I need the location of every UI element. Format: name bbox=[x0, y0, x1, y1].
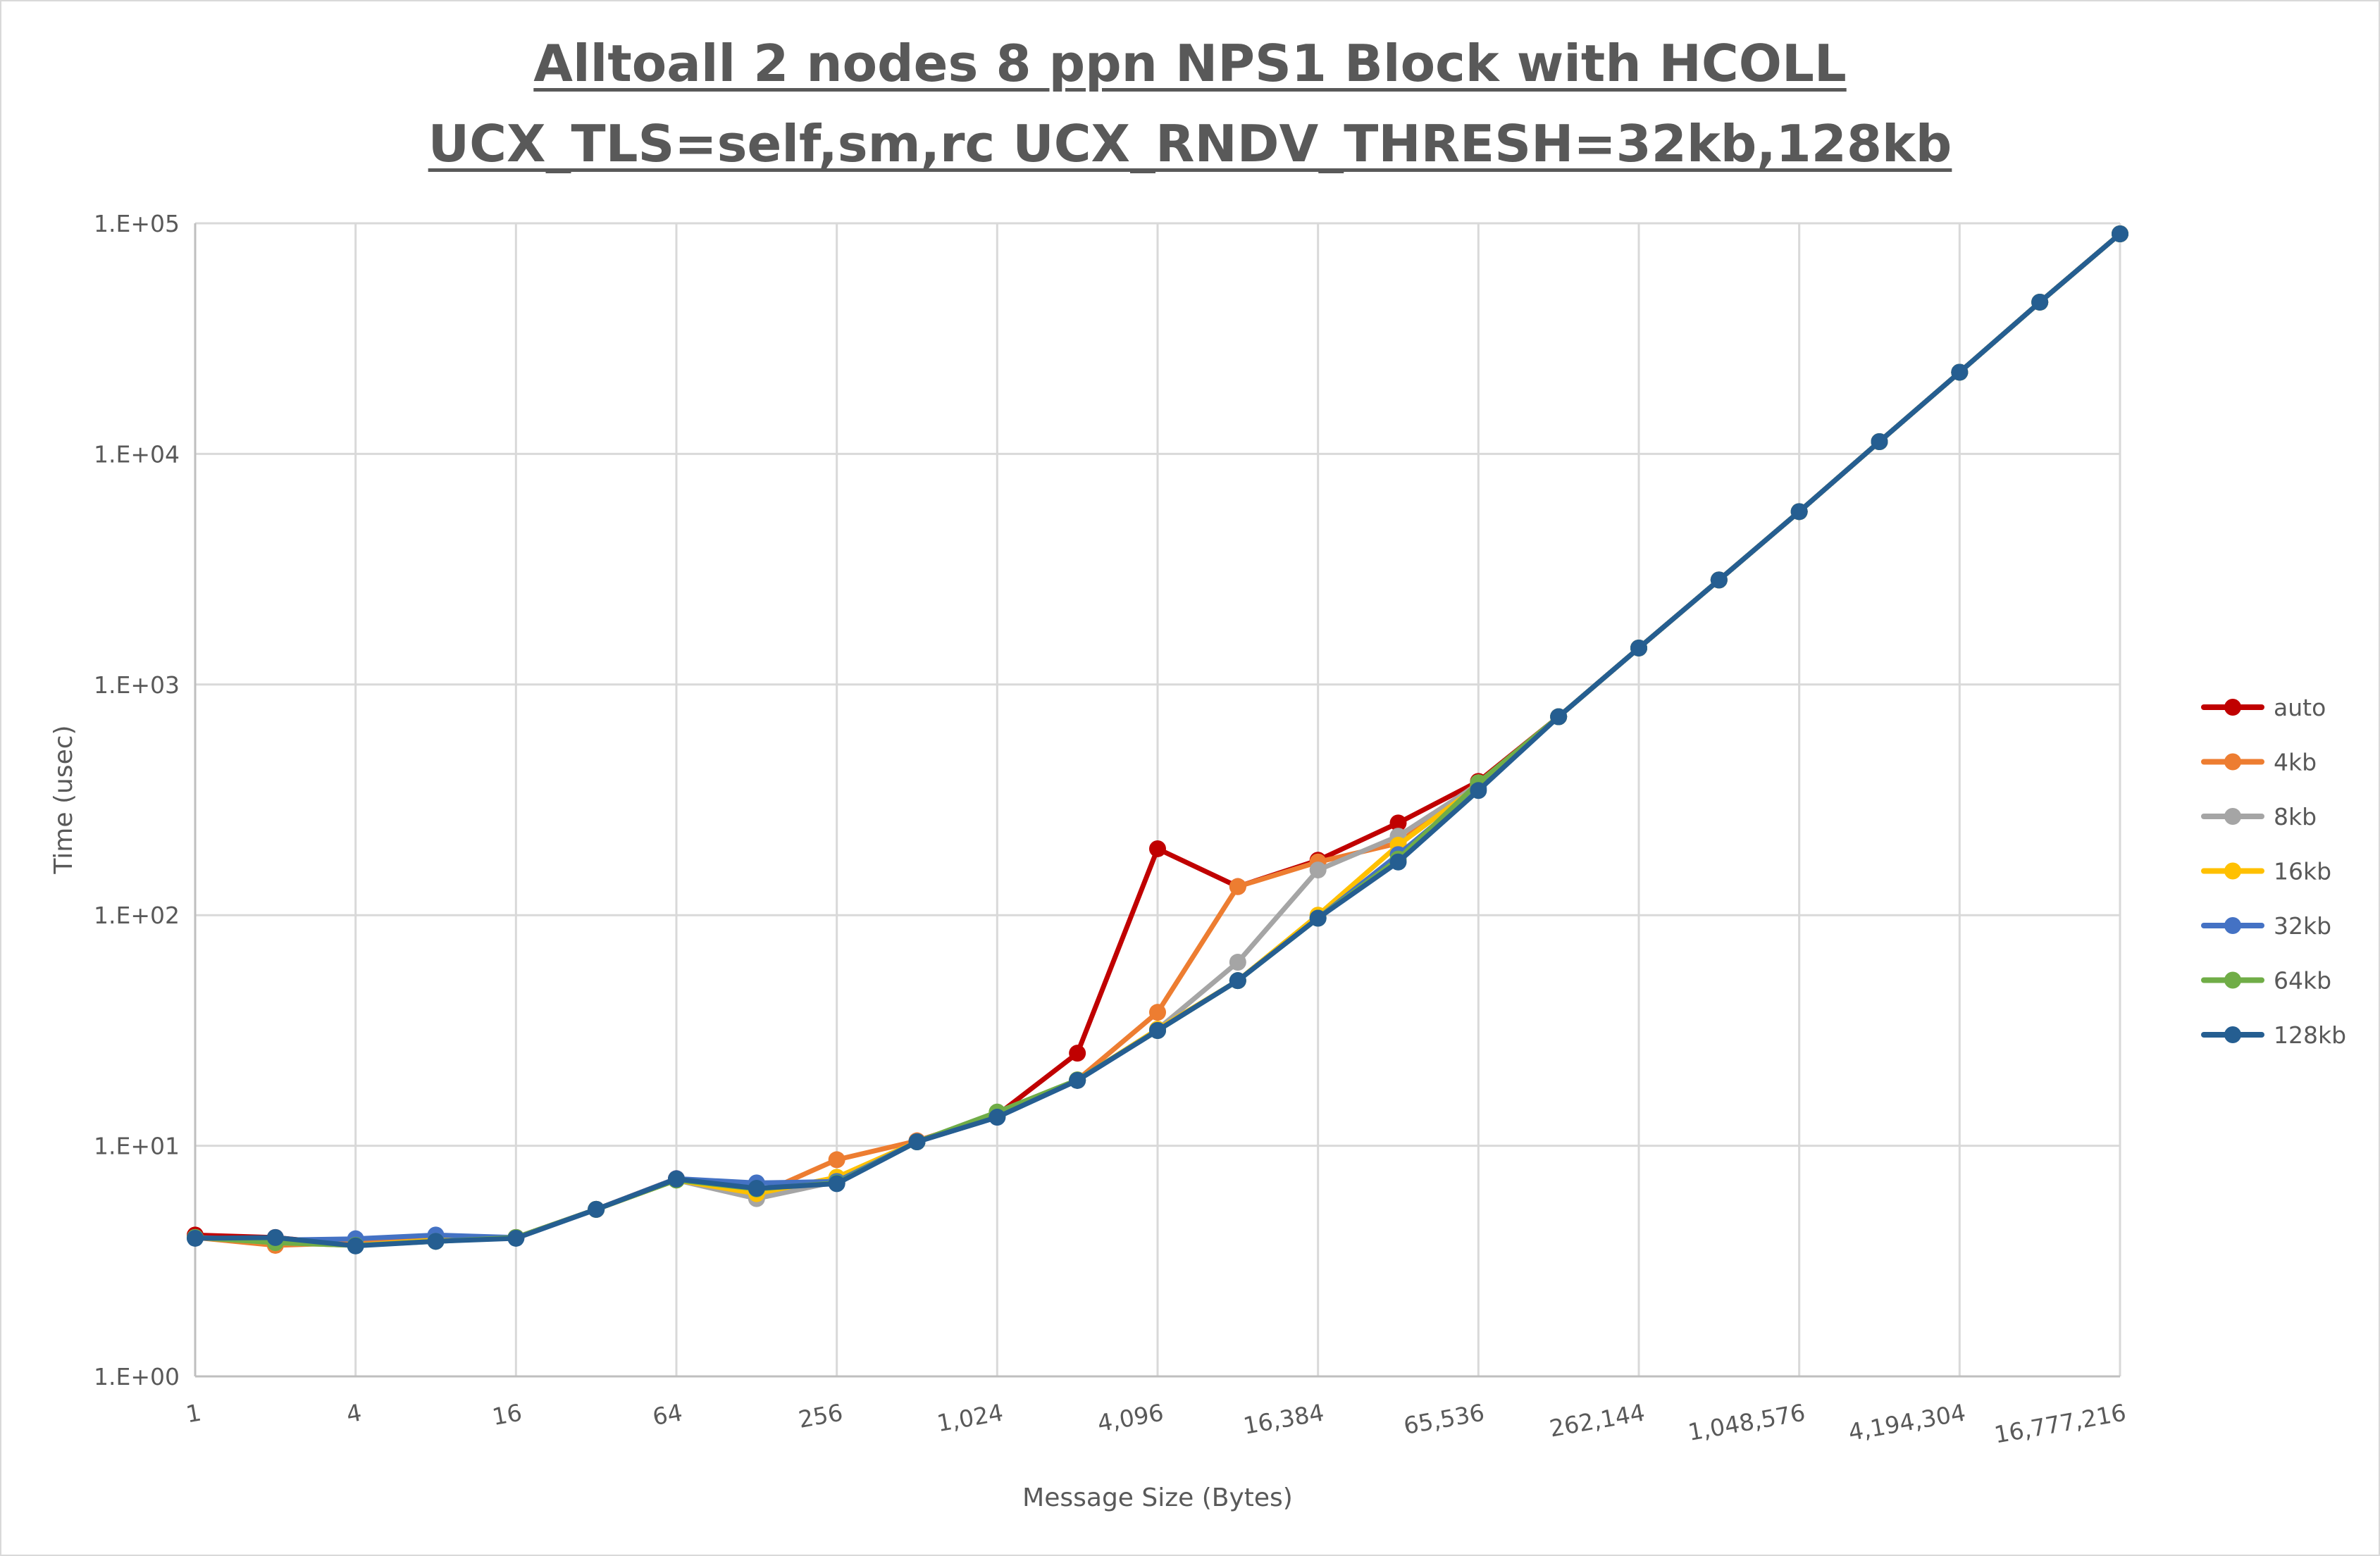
x-tick-label: 1 bbox=[184, 1398, 203, 1428]
data-point-128kb bbox=[1951, 363, 1969, 381]
data-point-128kb bbox=[908, 1133, 926, 1151]
legend-marker-auto bbox=[2224, 699, 2241, 716]
x-tick-label: 256 bbox=[796, 1398, 845, 1433]
data-point-128kb bbox=[427, 1233, 445, 1250]
legend-label-8kb: 8kb bbox=[2274, 803, 2317, 830]
x-tick-label: 16,777,216 bbox=[1992, 1398, 2128, 1448]
legend-marker-32kb bbox=[2224, 917, 2241, 934]
data-point-8kb bbox=[1309, 861, 1327, 879]
y-tick-label: 1.E+05 bbox=[94, 210, 180, 237]
y-tick-label: 1.E+01 bbox=[94, 1133, 180, 1160]
data-point-128kb bbox=[668, 1170, 685, 1188]
data-point-4kb bbox=[828, 1151, 845, 1169]
data-point-128kb bbox=[347, 1237, 364, 1255]
data-point-128kb bbox=[1149, 1022, 1166, 1040]
legend-marker-8kb bbox=[2224, 808, 2241, 825]
data-point-128kb bbox=[1630, 639, 1647, 656]
data-point-auto bbox=[1149, 840, 1166, 857]
y-tick-label: 1.E+04 bbox=[94, 440, 180, 468]
data-point-auto bbox=[1389, 814, 1407, 832]
x-tick-label: 4 bbox=[345, 1398, 364, 1428]
data-point-4kb bbox=[1149, 1004, 1166, 1021]
x-tick-label: 16,384 bbox=[1241, 1398, 1326, 1439]
data-point-8kb bbox=[1229, 954, 1246, 971]
data-point-4kb bbox=[1229, 878, 1246, 895]
legend-marker-4kb bbox=[2224, 753, 2241, 771]
x-tick-label: 1,024 bbox=[935, 1398, 1005, 1437]
x-tick-label: 65,536 bbox=[1401, 1398, 1486, 1439]
data-point-128kb bbox=[1389, 853, 1407, 871]
data-point-128kb bbox=[1309, 909, 1327, 927]
y-axis-title: Time (usec) bbox=[49, 725, 78, 874]
data-point-128kb bbox=[748, 1179, 765, 1197]
data-point-128kb bbox=[2112, 225, 2128, 242]
y-tick-label: 1.E+00 bbox=[94, 1363, 180, 1390]
x-tick-label: 262,144 bbox=[1547, 1398, 1647, 1442]
data-point-128kb bbox=[1069, 1071, 1086, 1089]
legend-label-32kb: 32kb bbox=[2274, 912, 2331, 940]
y-tick-label: 1.E+03 bbox=[94, 671, 180, 699]
data-point-128kb bbox=[266, 1228, 284, 1246]
data-point-128kb bbox=[1790, 503, 1808, 521]
legend-marker-64kb bbox=[2224, 971, 2241, 989]
legend-label-128kb: 128kb bbox=[2274, 1021, 2346, 1049]
x-tick-label: 16 bbox=[490, 1398, 524, 1431]
data-point-128kb bbox=[828, 1175, 845, 1193]
legend-marker-128kb bbox=[2224, 1026, 2241, 1043]
y-tick-label: 1.E+02 bbox=[94, 902, 180, 929]
data-point-auto bbox=[1069, 1045, 1086, 1062]
x-tick-label: 64 bbox=[650, 1398, 684, 1431]
x-axis-title: Message Size (Bytes) bbox=[1022, 1483, 1293, 1512]
x-tick-label: 1,048,576 bbox=[1686, 1398, 1807, 1446]
legend-label-64kb: 64kb bbox=[2274, 967, 2331, 995]
chart-title-line-1: Alltoall 2 nodes 8 ppn NPS1 Block with H… bbox=[533, 34, 1847, 93]
x-tick-label: 4,096 bbox=[1096, 1398, 1166, 1437]
data-point-128kb bbox=[1871, 433, 1888, 451]
data-point-128kb bbox=[988, 1109, 1006, 1126]
data-point-128kb bbox=[1470, 782, 1487, 799]
data-point-128kb bbox=[2031, 293, 2049, 311]
data-point-128kb bbox=[507, 1229, 525, 1247]
legend-label-16kb: 16kb bbox=[2274, 858, 2331, 885]
data-point-128kb bbox=[1229, 972, 1246, 990]
data-point-128kb bbox=[1550, 708, 1568, 726]
data-point-128kb bbox=[588, 1200, 605, 1218]
legend-label-auto: auto bbox=[2274, 694, 2326, 721]
chart-title-line-2: UCX_TLS=self,sm,rc UCX_RNDV_THRESH=32kb,… bbox=[428, 114, 1952, 173]
legend-marker-16kb bbox=[2224, 862, 2241, 880]
x-tick-label: 4,194,304 bbox=[1847, 1398, 1968, 1446]
data-point-128kb bbox=[187, 1229, 204, 1247]
legend-label-4kb: 4kb bbox=[2274, 749, 2317, 776]
data-point-128kb bbox=[1710, 571, 1728, 589]
